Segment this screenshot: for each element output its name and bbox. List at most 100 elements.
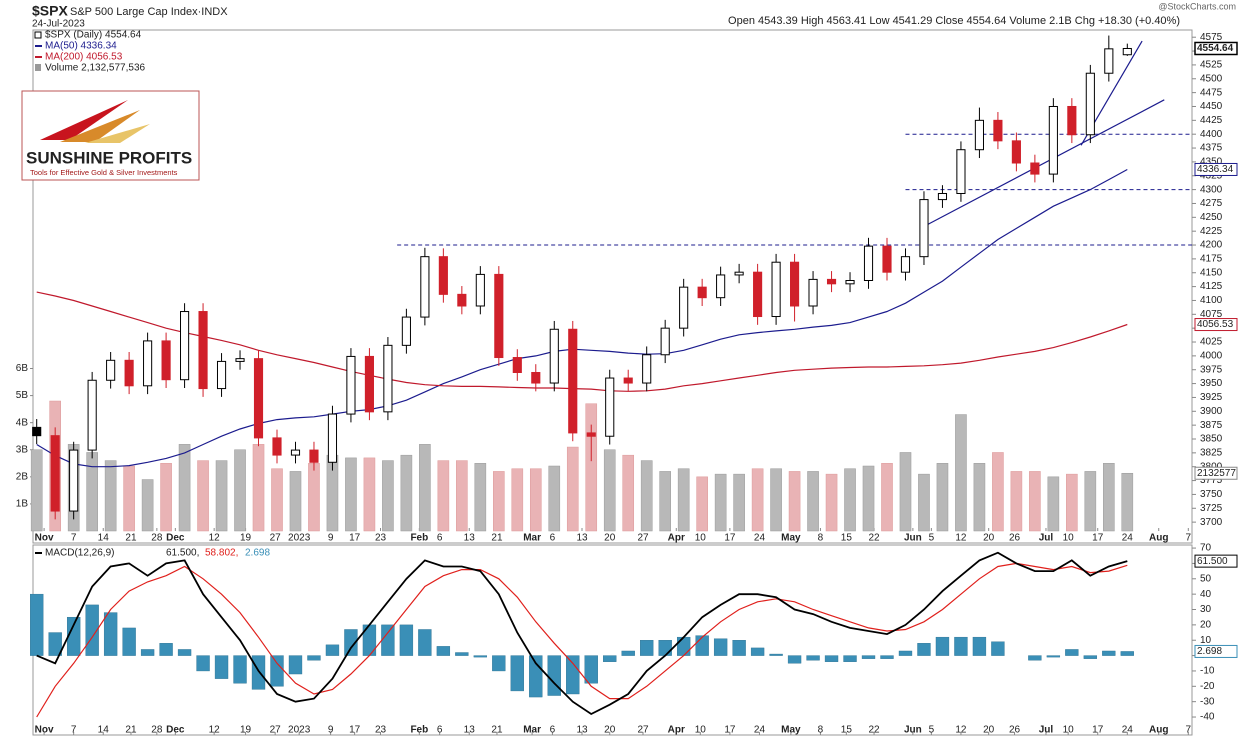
x-tick-label: 24 — [754, 533, 766, 544]
x-tick-label: May — [781, 725, 801, 736]
y-tick-label: 4000 — [1200, 351, 1223, 362]
volume-bar — [973, 463, 986, 532]
chart-subtitle: S&P 500 Large Cap Index·INDX — [70, 6, 228, 18]
candle-body — [734, 271, 744, 276]
candle-body — [1122, 47, 1132, 56]
y-tick-label: 3900 — [1200, 406, 1223, 417]
y-tick-label: 4450 — [1200, 101, 1223, 112]
candle-body — [974, 119, 984, 151]
histogram-bar — [103, 612, 118, 656]
histogram-bar — [344, 629, 358, 656]
x-tick-label: 17 — [349, 533, 361, 544]
logo-ray — [85, 124, 150, 143]
candle-body — [161, 340, 171, 381]
volume-bar — [918, 473, 930, 532]
histogram-bar — [584, 655, 598, 684]
y-tick-label: -40 — [1200, 712, 1215, 723]
volume-bar — [1103, 463, 1115, 532]
histogram-bar — [159, 643, 173, 656]
source: @StockCharts.com — [1158, 1, 1236, 11]
histogram-bar — [510, 655, 524, 692]
histogram-bar — [1028, 655, 1042, 661]
histogram-bar — [824, 655, 839, 662]
y-tick-label: 3700 — [1200, 517, 1223, 528]
y-tick-label: 3875 — [1200, 420, 1223, 431]
trend-line — [919, 99, 1165, 229]
x-tick-label: 24 — [1122, 533, 1134, 544]
y-tick-label: 4250 — [1200, 212, 1223, 223]
histogram-bar — [48, 632, 62, 656]
histogram-bar — [621, 650, 635, 656]
y-tick-label: 3825 — [1200, 447, 1223, 458]
last-value-label: 4336.34 — [1197, 164, 1234, 175]
volume-bar — [992, 452, 1004, 532]
x-tick-label: 7 — [1186, 533, 1192, 544]
chart-title: $SPX — [32, 3, 68, 19]
last-value-box — [1194, 644, 1238, 658]
histogram-bar — [177, 649, 192, 656]
candle-body — [494, 273, 504, 359]
x-tick-label: Jul — [1039, 725, 1054, 736]
volume-bar — [955, 414, 967, 532]
x-tick-label: Mar — [523, 725, 541, 736]
candle-body — [1030, 162, 1040, 175]
volume-bar — [548, 465, 561, 532]
y-tick-label: 50 — [1200, 573, 1212, 584]
volume-bar — [1121, 472, 1134, 532]
x-tick-label: Nov — [35, 533, 54, 544]
volume-bar — [493, 471, 505, 532]
candle-body — [327, 413, 338, 463]
y-tick-label: 4200 — [1200, 240, 1223, 251]
candle-body — [1104, 48, 1114, 74]
legend: $SPX (Daily) 4554.64 MA(50) 4336.34 MA(2… — [34, 30, 270, 559]
volume-bar — [1010, 471, 1023, 532]
x-tick-label: 17 — [349, 725, 361, 736]
y2-tick-label: 2B — [16, 471, 29, 482]
x-tick-label: 13 — [464, 725, 476, 736]
x-tick-label: 22 — [868, 725, 880, 736]
histogram-bar — [251, 655, 266, 690]
histogram-bar — [436, 646, 451, 656]
y-tick-label: 4500 — [1200, 73, 1223, 84]
histogram-bar — [1065, 649, 1079, 656]
volume-bar — [566, 446, 579, 532]
candle-body — [753, 271, 763, 318]
x-tick-label: 27 — [637, 533, 649, 544]
x-tick-label: 8 — [818, 533, 824, 544]
legend-entry: MA(200) 4056.53 — [45, 52, 123, 63]
x-tick-label: 15 — [841, 533, 853, 544]
histogram-bar — [898, 650, 913, 656]
x-tick-label: Jul — [1039, 533, 1054, 544]
candle-body — [993, 119, 1003, 142]
histogram-bar — [917, 643, 931, 656]
x-tick-label: 14 — [98, 725, 110, 736]
y-tick-label: -10 — [1200, 666, 1215, 677]
last-value-label: 61.500 — [1197, 556, 1228, 567]
y-tick-label: 4175 — [1200, 254, 1223, 265]
candle-body — [790, 261, 800, 307]
histogram-bar — [325, 644, 340, 656]
y-tick-label: 4400 — [1200, 129, 1223, 140]
x-tick-label: Aug — [1149, 725, 1168, 736]
candle-body — [512, 357, 522, 373]
legend-entry: MACD(12,26,9) — [45, 548, 114, 559]
last-value-box — [1194, 554, 1238, 568]
histogram-bar — [658, 640, 672, 656]
y-tick-label: 4375 — [1200, 143, 1223, 154]
volume-bar — [603, 449, 616, 532]
ma-line — [36, 291, 1128, 392]
volume-bar — [215, 460, 228, 532]
x-tick-label: 10 — [1063, 533, 1075, 544]
candle-body — [235, 358, 245, 362]
last-value-box — [1194, 466, 1238, 480]
histogram-bar — [288, 655, 303, 675]
y-tick-label: 4025 — [1200, 337, 1223, 348]
y-tick-label: 20 — [1200, 620, 1212, 631]
x-tick-label: 27 — [637, 725, 649, 736]
x-tick-label: 10 — [1063, 725, 1075, 736]
candle-body — [87, 379, 97, 451]
histogram-bar — [566, 655, 580, 695]
x-tick-label: 13 — [576, 725, 588, 736]
volume-bar — [308, 463, 320, 532]
